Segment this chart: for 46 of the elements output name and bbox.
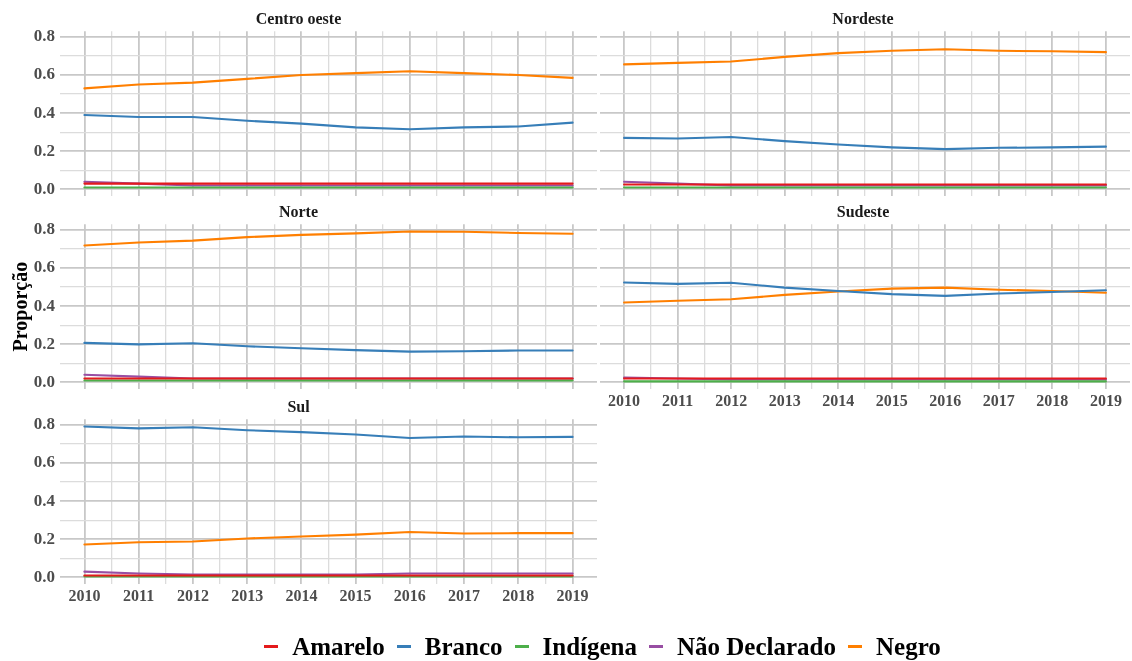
x-tick-label: 2012 (715, 391, 748, 409)
x-tick-label: 2014 (822, 391, 855, 409)
legend-label: Branco (424, 632, 503, 660)
y-tick-label: 0.0 (33, 178, 55, 198)
y-tick-label: 0.6 (33, 452, 55, 472)
chart-title: Nordeste (832, 9, 894, 27)
x-tick-label: 2018 (502, 586, 535, 604)
x-tick-label: 2017 (982, 391, 1015, 409)
x-tick-label: 2011 (123, 586, 155, 604)
x-tick-label: 2018 (1036, 391, 1069, 409)
x-tick-label: 2017 (448, 586, 481, 604)
x-tick-label: 2012 (176, 586, 209, 604)
y-tick-label: 0.4 (33, 490, 56, 510)
x-tick-label: 2015 (339, 586, 372, 604)
legend-label: Indígena (542, 632, 638, 660)
x-tick-label: 2010 (608, 391, 641, 409)
chart-title: Sudeste (836, 202, 890, 220)
x-tick-label: 2010 (68, 586, 101, 604)
x-tick-label: 2014 (285, 586, 318, 604)
y-tick-label: 0.8 (33, 26, 55, 46)
y-tick-label: 0.6 (33, 64, 55, 84)
x-tick-label: 2016 (929, 391, 962, 409)
y-tick-label: 0.4 (33, 102, 56, 122)
y-tick-label: 0.8 (33, 414, 55, 434)
chart-title: Centro oeste (255, 9, 342, 27)
x-tick-label: 2016 (393, 586, 426, 604)
x-tick-label: 2011 (662, 391, 694, 409)
x-tick-label: 2013 (231, 586, 264, 604)
legend-label: Negro (876, 632, 941, 660)
y-tick-label: 0.4 (33, 295, 56, 315)
y-axis-title: Proporção (9, 261, 33, 352)
x-tick-label: 2013 (768, 391, 801, 409)
chart-title: Norte (278, 202, 319, 220)
y-tick-label: 0.0 (33, 371, 55, 391)
x-tick-label: 2015 (875, 391, 908, 409)
y-tick-label: 0.2 (33, 528, 55, 548)
y-tick-label: 0.2 (33, 333, 55, 353)
y-tick-label: 0.6 (33, 257, 55, 277)
y-tick-label: 0.2 (33, 140, 55, 160)
legend-label: Amarelo (292, 632, 385, 660)
y-tick-label: 0.8 (33, 219, 55, 239)
x-tick-label: 2019 (556, 586, 589, 604)
legend-label: Não Declarado (677, 632, 837, 660)
chart-title: Sul (287, 397, 311, 415)
y-tick-label: 0.0 (33, 566, 55, 586)
x-tick-label: 2019 (1089, 391, 1122, 409)
